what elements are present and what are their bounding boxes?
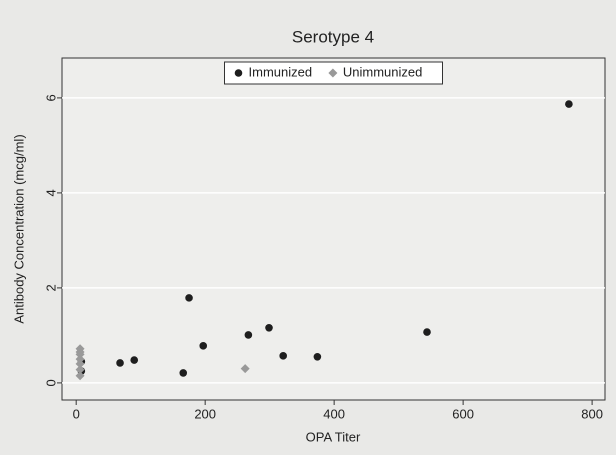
legend-marker	[328, 68, 338, 78]
point	[313, 352, 322, 361]
legend-label: Immunized	[249, 64, 313, 79]
x-axis-label: OPA Titer	[306, 429, 361, 444]
point	[565, 100, 573, 108]
y-tick-label: 2	[43, 284, 58, 291]
legend-label: Unimmunized	[343, 64, 422, 79]
point	[199, 342, 208, 350]
x-tick-label: 200	[194, 406, 216, 421]
y-axis-label: Antibody Concentration (mcg/ml)	[11, 134, 26, 323]
point	[179, 369, 188, 377]
y-tick-label: 0	[43, 379, 58, 386]
x-tick-label: 600	[452, 406, 474, 421]
point	[75, 359, 85, 369]
point	[265, 324, 273, 332]
point	[279, 352, 287, 360]
point	[423, 328, 431, 336]
chart-title: Serotype 4	[292, 27, 374, 46]
point	[75, 365, 85, 375]
point	[75, 371, 85, 381]
x-tick-label: 400	[323, 406, 345, 421]
point	[240, 364, 250, 374]
point	[244, 331, 253, 339]
y-tick-label: 6	[43, 94, 58, 101]
point	[116, 359, 124, 367]
y-tick-label: 4	[43, 189, 58, 196]
plot-area	[61, 57, 606, 401]
x-tick-label: 800	[581, 406, 603, 421]
point	[75, 354, 85, 364]
point	[130, 356, 139, 364]
point	[75, 349, 85, 359]
x-tick-label: 0	[73, 406, 80, 421]
point	[185, 294, 193, 302]
legend-marker	[234, 69, 243, 77]
